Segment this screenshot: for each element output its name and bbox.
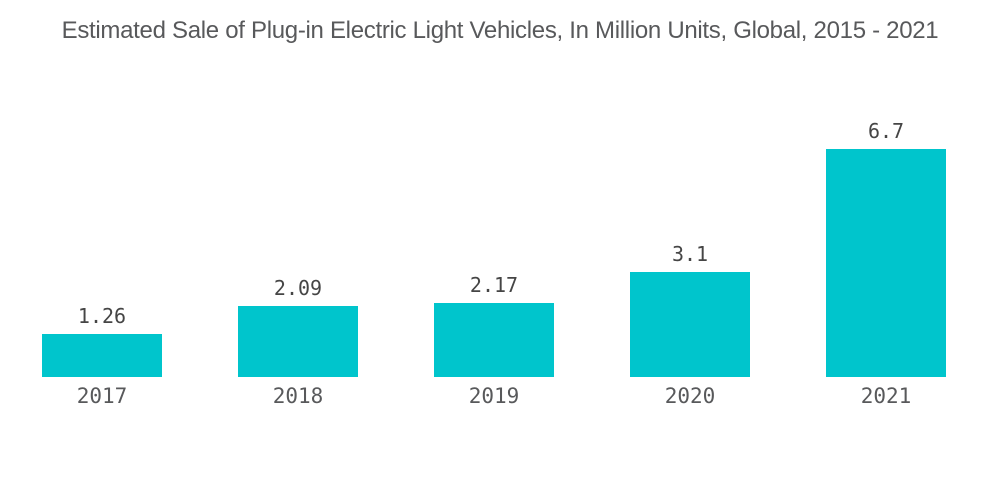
bar-value-label: 1.26 <box>77 304 127 328</box>
bar-group: 3.1 2020 <box>592 0 788 504</box>
x-axis-label: 2019 <box>468 384 520 408</box>
bar-value-label: 2.09 <box>273 276 323 300</box>
x-axis-label: 2018 <box>272 384 324 408</box>
bar-value-label: 3.1 <box>671 242 709 266</box>
bar-value-label: 6.7 <box>867 119 905 143</box>
bar <box>238 306 358 377</box>
bar-group: 2.17 2019 <box>396 0 592 504</box>
bar-group: 2.09 2018 <box>200 0 396 504</box>
chart-title: Estimated Sale of Plug-in Electric Light… <box>61 17 939 44</box>
bar <box>630 272 750 377</box>
bar <box>826 149 946 377</box>
bar-group: 6.7 2021 <box>788 0 984 504</box>
bar-group: 1.26 2017 <box>4 0 200 504</box>
bar <box>42 334 162 377</box>
x-axis-label: 2021 <box>860 384 912 408</box>
x-axis-label: 2017 <box>76 384 128 408</box>
bar <box>434 303 554 377</box>
bar-value-label: 2.17 <box>469 273 519 297</box>
x-axis-label: 2020 <box>664 384 716 408</box>
